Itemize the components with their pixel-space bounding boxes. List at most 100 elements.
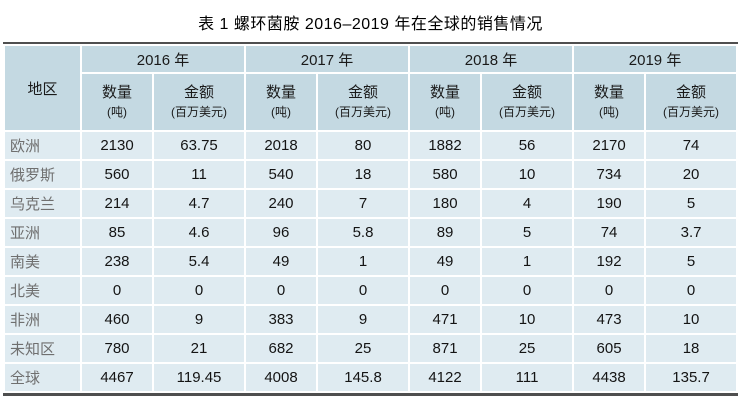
amt-unit: (百万美元) (499, 105, 556, 120)
value-cell: 1 (482, 248, 573, 275)
value-cell: 74 (646, 132, 737, 159)
table-row: 亚洲 85 4.6 96 5.8 89 5 74 3.7 (5, 219, 737, 246)
amt-header-cell: 金额 (百万美元) (154, 74, 245, 130)
value-cell: 780 (82, 335, 152, 362)
value-cell: 20 (646, 161, 737, 188)
value-cell: 2130 (82, 132, 152, 159)
value-cell: 580 (410, 161, 481, 188)
value-cell: 4.6 (154, 219, 245, 246)
value-cell: 0 (246, 277, 317, 304)
header-row-measures: 数量 (吨) 金额 (百万美元) 数量 (吨) 金额 (百万美元) 数量 (吨) 金额 (百万美元) 数… (5, 74, 737, 130)
value-cell: 5 (646, 190, 737, 217)
value-cell: 4438 (574, 364, 645, 391)
region-header-cell: 地区 (5, 46, 80, 130)
value-cell: 89 (410, 219, 481, 246)
table-row: 南美 238 5.4 49 1 49 1 192 5 (5, 248, 737, 275)
value-cell: 540 (246, 161, 317, 188)
table-row: 未知区 780 21 682 25 871 25 605 18 (5, 335, 737, 362)
value-cell: 2170 (574, 132, 645, 159)
value-cell: 10 (482, 306, 573, 333)
value-cell: 473 (574, 306, 645, 333)
value-cell: 734 (574, 161, 645, 188)
table-row: 北美 0 0 0 0 0 0 0 0 (5, 277, 737, 304)
value-cell: 0 (154, 277, 245, 304)
value-cell: 871 (410, 335, 481, 362)
region-cell: 乌克兰 (5, 190, 80, 217)
table-row: 乌克兰 214 4.7 240 7 180 4 190 5 (5, 190, 737, 217)
amt-unit: (百万美元) (335, 105, 392, 120)
value-cell: 4122 (410, 364, 481, 391)
value-cell: 4.7 (154, 190, 245, 217)
value-cell: 471 (410, 306, 481, 333)
value-cell: 18 (646, 335, 737, 362)
amt-header-cell: 金额 (百万美元) (482, 74, 573, 130)
qty-header-cell: 数量 (吨) (410, 74, 481, 130)
value-cell: 3.7 (646, 219, 737, 246)
value-cell: 5 (482, 219, 573, 246)
value-cell: 4 (482, 190, 573, 217)
amt-header-cell: 金额 (百万美元) (646, 74, 737, 130)
value-cell: 96 (246, 219, 317, 246)
qty-label: 数量 (594, 84, 625, 102)
value-cell: 682 (246, 335, 317, 362)
table-row: 俄罗斯 560 11 540 18 580 10 734 20 (5, 161, 737, 188)
value-cell: 135.7 (646, 364, 737, 391)
value-cell: 0 (318, 277, 409, 304)
region-cell: 南美 (5, 248, 80, 275)
table-body: 欧洲 2130 63.75 2018 80 1882 56 2170 74 俄罗斯 560 11 540… (5, 132, 737, 391)
value-cell: 111 (482, 364, 573, 391)
qty-unit: (吨) (599, 105, 620, 120)
value-cell: 49 (246, 248, 317, 275)
value-cell: 85 (82, 219, 152, 246)
amt-label: 金额 (184, 84, 215, 102)
sales-table-wrap: 地区 2016 年 2017 年 2018 年 2019 年数量 (吨) 金额 (百万美元) 数… (3, 42, 738, 396)
amt-label: 金额 (512, 84, 543, 102)
amt-header-cell: 金额 (百万美元) (318, 74, 409, 130)
value-cell: 11 (154, 161, 245, 188)
value-cell: 238 (82, 248, 152, 275)
header-row-years: 地区 2016 年 2017 年 2018 年 2019 年 (5, 46, 737, 130)
amt-label: 金额 (676, 84, 707, 102)
region-cell: 全球 (5, 364, 80, 391)
qty-label: 数量 (101, 84, 132, 102)
value-cell: 9 (318, 306, 409, 333)
value-cell: 2018 (246, 132, 317, 159)
value-cell: 21 (154, 335, 245, 362)
value-cell: 5.8 (318, 219, 409, 246)
value-cell: 56 (482, 132, 573, 159)
value-cell: 80 (318, 132, 409, 159)
value-cell: 7 (318, 190, 409, 217)
value-cell: 63.75 (154, 132, 245, 159)
value-cell: 1 (318, 248, 409, 275)
value-cell: 10 (482, 161, 573, 188)
table-row: 全球 4467 119.45 4008 145.8 4122 111 4438 135.7 (5, 364, 737, 391)
region-cell: 未知区 (5, 335, 80, 362)
table-row: 欧洲 2130 63.75 2018 80 1882 56 2170 74 (5, 132, 737, 159)
value-cell: 5.4 (154, 248, 245, 275)
value-cell: 0 (410, 277, 481, 304)
qty-unit: (吨) (271, 105, 292, 120)
year-header-cell: 2018 年 (410, 46, 573, 72)
value-cell: 5 (646, 248, 737, 275)
qty-unit: (吨) (107, 105, 127, 120)
amt-unit: (百万美元) (171, 105, 227, 120)
region-cell: 北美 (5, 277, 80, 304)
value-cell: 0 (646, 277, 737, 304)
sales-table: 地区 2016 年 2017 年 2018 年 2019 年数量 (吨) 金额 (百万美元) 数… (3, 44, 738, 393)
value-cell: 240 (246, 190, 317, 217)
year-header-cell: 2016 年 (82, 46, 245, 72)
value-cell: 49 (410, 248, 481, 275)
value-cell: 119.45 (154, 364, 245, 391)
value-cell: 18 (318, 161, 409, 188)
value-cell: 25 (318, 335, 409, 362)
value-cell: 560 (82, 161, 152, 188)
table-title: 表 1 螺环菌胺 2016–2019 年在全球的销售情况 (198, 16, 543, 33)
qty-header-cell: 数量 (吨) (574, 74, 645, 130)
table-row: 非洲 460 9 383 9 471 10 473 10 (5, 306, 737, 333)
table-header: 地区 2016 年 2017 年 2018 年 2019 年数量 (吨) 金额 (百万美元) 数… (5, 46, 737, 130)
region-cell: 俄罗斯 (5, 161, 80, 188)
value-cell: 1882 (410, 132, 481, 159)
value-cell: 605 (574, 335, 645, 362)
qty-unit: (吨) (435, 105, 456, 120)
value-cell: 4008 (246, 364, 317, 391)
